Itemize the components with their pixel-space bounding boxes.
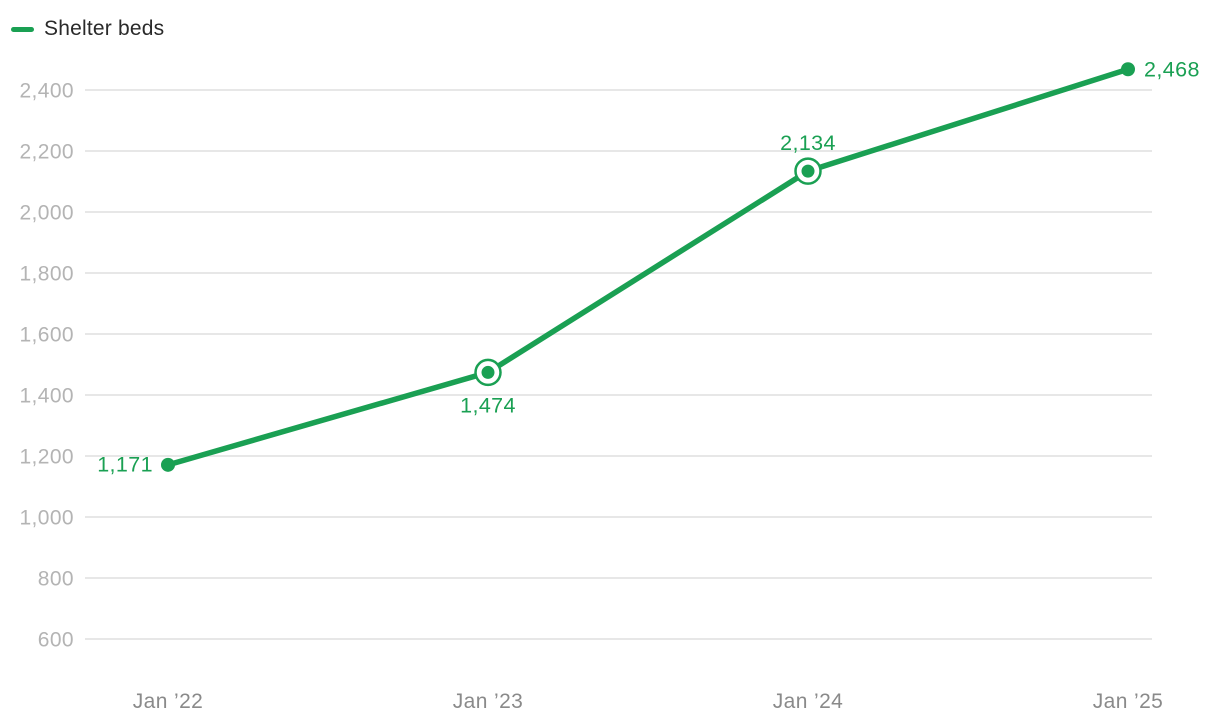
y-axis-tick-label: 1,800: [19, 263, 74, 286]
series-line: [167, 66, 1129, 468]
y-axis-tick-label: 1,600: [19, 324, 74, 347]
data-point-label: 2,134: [780, 131, 836, 155]
y-axis-tick-label: 1,400: [19, 385, 74, 408]
data-point-label: 1,474: [460, 393, 516, 417]
legend-label: Shelter beds: [44, 17, 165, 40]
y-axis-tick-label: 2,000: [19, 202, 74, 225]
y-axis-tick-label: 1,200: [19, 446, 74, 469]
legend-line-swatch: [11, 26, 34, 32]
y-axis-tick-label: 600: [38, 629, 74, 652]
y-axis-tick-label: 2,200: [19, 141, 74, 164]
data-point-label: 1,171: [97, 452, 153, 476]
data-point-marker: [161, 457, 175, 472]
y-axis-tick-label: 1,000: [19, 507, 74, 530]
x-axis-tick-label: Jan ’22: [133, 690, 204, 713]
data-point-marker: [1121, 62, 1135, 77]
y-axis-tick-label: 800: [38, 568, 74, 591]
x-axis-tick-label: Jan ’23: [453, 690, 524, 713]
x-axis-tick-label: Jan ’24: [773, 690, 844, 713]
x-axis-tick-label: Jan ’25: [1093, 690, 1164, 713]
y-axis-tick-label: 2,400: [19, 80, 74, 103]
data-point-marker: [801, 164, 815, 178]
legend: Shelter beds: [11, 17, 164, 41]
data-point-label: 2,468: [1144, 57, 1200, 81]
data-point-marker: [481, 365, 495, 379]
